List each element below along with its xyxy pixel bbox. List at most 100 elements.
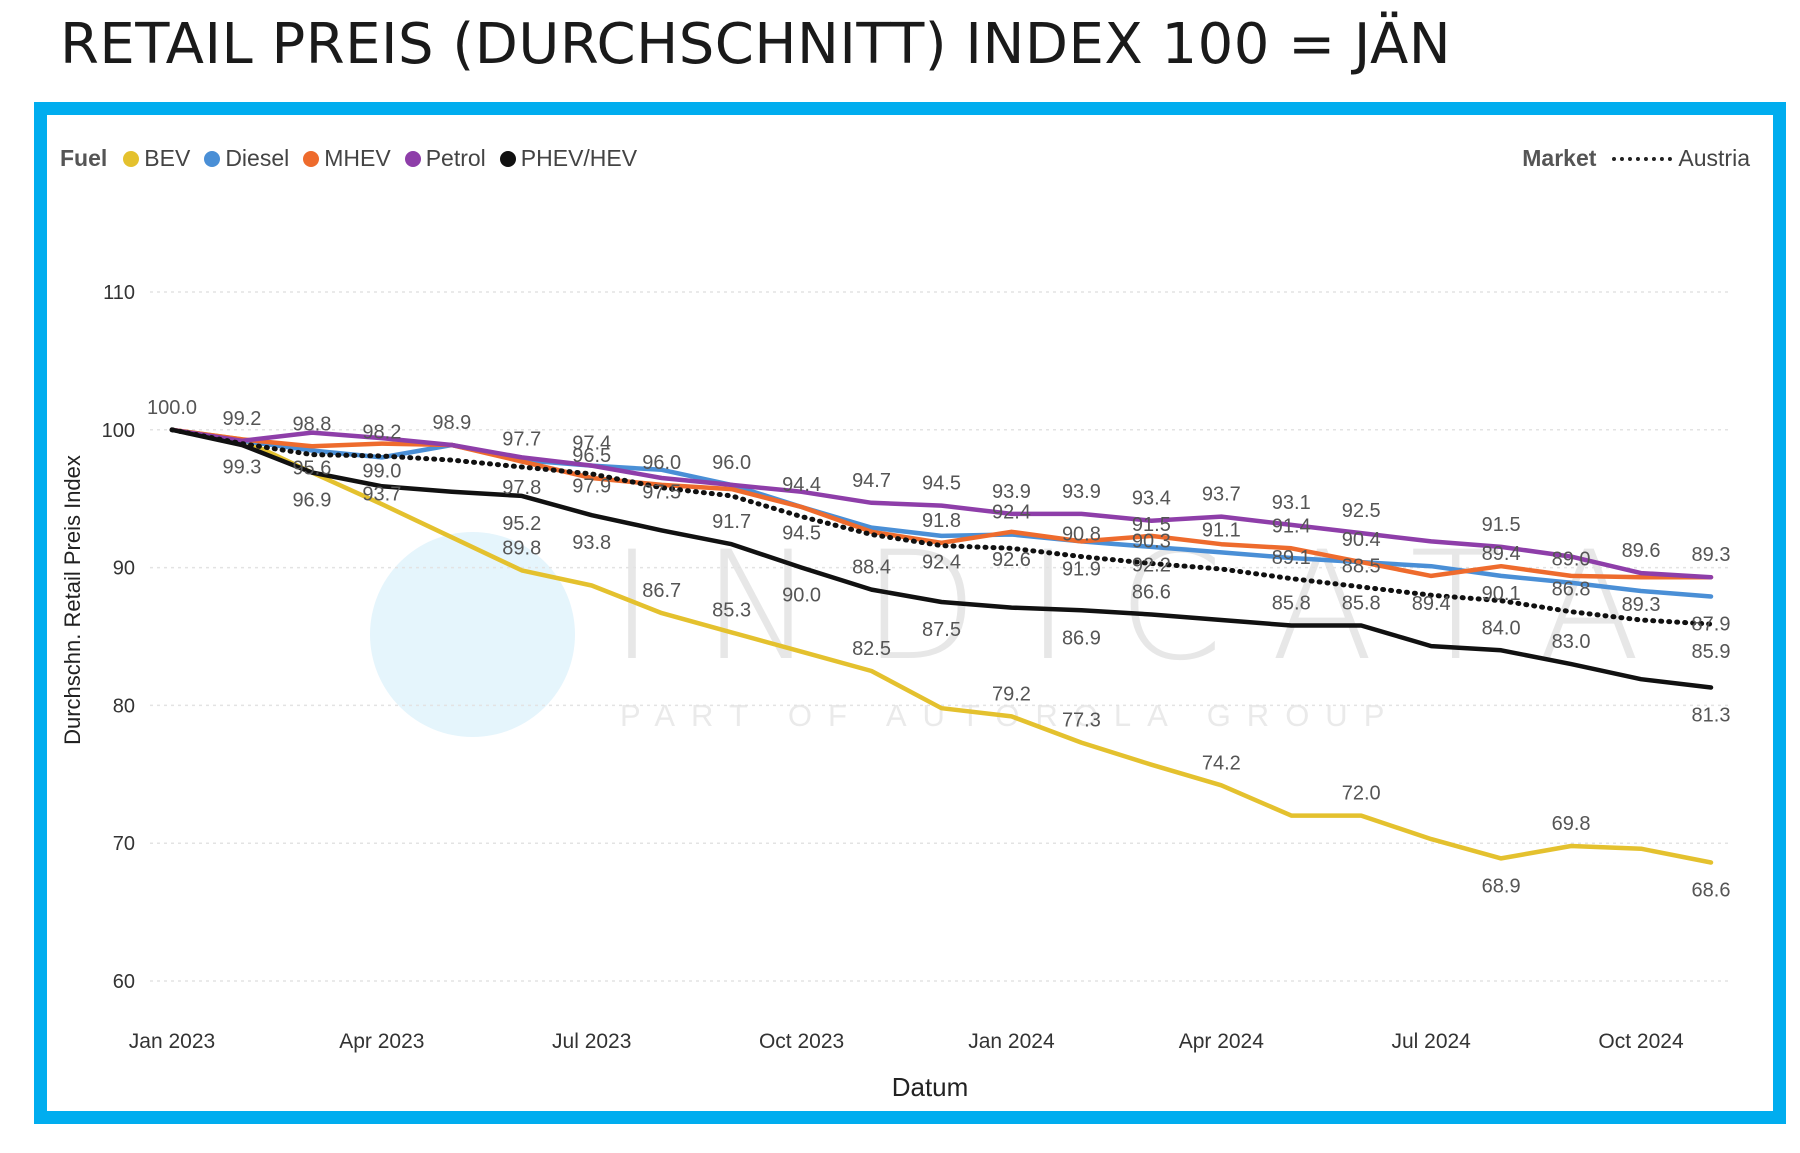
- legend-item[interactable]: Diesel: [204, 145, 289, 172]
- y-axis-title: Durchschn. Retail Preis Index: [60, 455, 85, 745]
- data-label: 94.7: [852, 470, 891, 492]
- series-line-petrol: [169, 427, 1714, 580]
- data-label: 81.3: [1692, 704, 1731, 726]
- data-label: 98.8: [292, 413, 331, 435]
- data-label: 96.0: [642, 452, 681, 474]
- data-label: 83.0: [1552, 631, 1591, 653]
- x-tick-label: Apr 2024: [1179, 1030, 1265, 1053]
- data-label: 84.0: [1482, 617, 1521, 639]
- data-label: 89.6: [1622, 540, 1661, 562]
- x-tick-label: Oct 2024: [1598, 1030, 1684, 1053]
- data-label: 93.7: [362, 484, 401, 506]
- data-label: 91.1: [1202, 519, 1241, 541]
- data-label: 93.7: [1202, 484, 1241, 506]
- data-label: 85.3: [712, 599, 751, 621]
- legend-dot-icon: [123, 150, 140, 167]
- fuel-legend-title: Fuel: [60, 145, 108, 171]
- data-label: 85.9: [1692, 641, 1731, 663]
- y-tick-label: 100: [102, 420, 135, 442]
- data-label: 96.5: [572, 445, 611, 467]
- data-label: 93.9: [992, 481, 1031, 503]
- data-label: 87.9: [1692, 614, 1731, 636]
- data-label: 87.5: [922, 619, 961, 641]
- data-label: 99.0: [362, 461, 401, 483]
- data-label: 99.2: [222, 408, 261, 430]
- data-label: 93.1: [1272, 492, 1311, 514]
- data-label: 74.2: [1202, 752, 1241, 774]
- data-label: 92.2: [1132, 554, 1171, 576]
- legend-item[interactable]: Petrol: [404, 145, 486, 172]
- data-label: 89.4: [1412, 593, 1451, 615]
- legend-label: Petrol: [425, 145, 486, 171]
- series-line-diesel: [169, 427, 1714, 599]
- data-label: 85.8: [1342, 592, 1381, 614]
- data-label: 90.1: [1482, 583, 1521, 605]
- data-label: 97.8: [502, 477, 541, 499]
- data-label: 72.0: [1342, 783, 1381, 805]
- data-label: 100.0: [147, 397, 197, 419]
- legend-label: Diesel: [225, 145, 290, 171]
- page-title: RETAIL PREIS (DURCHSCHNITT) INDEX 100 = …: [60, 12, 1452, 77]
- data-label: 94.5: [922, 473, 961, 495]
- x-tick-label: Jul 2023: [552, 1030, 631, 1053]
- market-legend: Market Austria: [1522, 145, 1750, 172]
- data-label: 95.2: [502, 513, 541, 535]
- data-label: 91.5: [1482, 514, 1521, 536]
- data-label: 85.8: [1272, 592, 1311, 614]
- x-tick-label: Apr 2023: [339, 1030, 424, 1053]
- data-label: 90.8: [1062, 524, 1101, 546]
- legend-label: PHEV/HEV: [520, 145, 638, 171]
- data-label: 86.6: [1132, 581, 1171, 603]
- data-label: 89.1: [1272, 547, 1311, 569]
- data-label: 89.0: [1552, 548, 1591, 570]
- data-label: 89.4: [1482, 543, 1521, 565]
- legend-item[interactable]: PHEV/HEV: [499, 145, 638, 172]
- x-axis-title: Datum: [892, 1072, 969, 1102]
- x-tick-label: Oct 2023: [759, 1030, 844, 1053]
- x-tick-label: Jul 2024: [1391, 1030, 1471, 1053]
- data-label: 91.5: [1132, 514, 1171, 536]
- data-label: 98.9: [432, 412, 471, 434]
- legend-item[interactable]: BEV: [123, 145, 190, 172]
- y-tick-label: 80: [113, 695, 135, 717]
- data-label: 69.8: [1552, 813, 1591, 835]
- data-label: 97.9: [572, 476, 611, 498]
- data-label: 96.9: [292, 490, 331, 512]
- data-label: 95.6: [292, 457, 331, 479]
- data-label: 79.2: [992, 683, 1031, 705]
- market-legend-title: Market: [1522, 145, 1597, 171]
- legend-item[interactable]: MHEV: [303, 145, 391, 172]
- legend-dot-icon: [204, 150, 221, 167]
- data-label: 68.6: [1692, 879, 1731, 901]
- data-label: 88.5: [1342, 555, 1381, 577]
- data-label: 92.4: [992, 502, 1031, 524]
- series-line-austria: [169, 427, 1714, 627]
- y-tick-label: 70: [113, 833, 135, 855]
- fuel-legend-items: BEV Diesel MHEV Petrol PHEV/HEV: [123, 145, 651, 172]
- data-label: 91.7: [712, 511, 751, 533]
- data-label: 93.4: [1132, 488, 1171, 510]
- data-label: 91.4: [1272, 515, 1311, 537]
- data-label: 77.3: [1062, 710, 1101, 732]
- data-label: 82.5: [852, 638, 891, 660]
- data-label: 91.9: [1062, 558, 1101, 580]
- y-tick-label: 60: [113, 971, 135, 993]
- data-label: 93.8: [572, 532, 611, 554]
- data-label: 94.5: [782, 523, 821, 545]
- x-tick-label: Jan 2024: [968, 1030, 1055, 1053]
- data-label: 94.4: [782, 474, 821, 496]
- data-label: 92.5: [1342, 500, 1381, 522]
- data-label: 89.3: [1622, 594, 1661, 616]
- data-label: 99.3: [222, 456, 261, 478]
- data-label: 89.8: [502, 537, 541, 559]
- data-label: 91.8: [922, 510, 961, 532]
- data-label: 90.3: [1132, 530, 1171, 552]
- market-legend-item[interactable]: Austria: [1678, 145, 1750, 171]
- series-line-bev: [169, 427, 1714, 865]
- data-label: 86.7: [642, 580, 681, 602]
- chart-frame: [34, 102, 1786, 1124]
- data-label: 97.7: [502, 428, 541, 450]
- dotted-line-icon: [1612, 156, 1673, 161]
- y-tick-label: 90: [113, 558, 135, 580]
- legend-dot-icon: [303, 150, 320, 167]
